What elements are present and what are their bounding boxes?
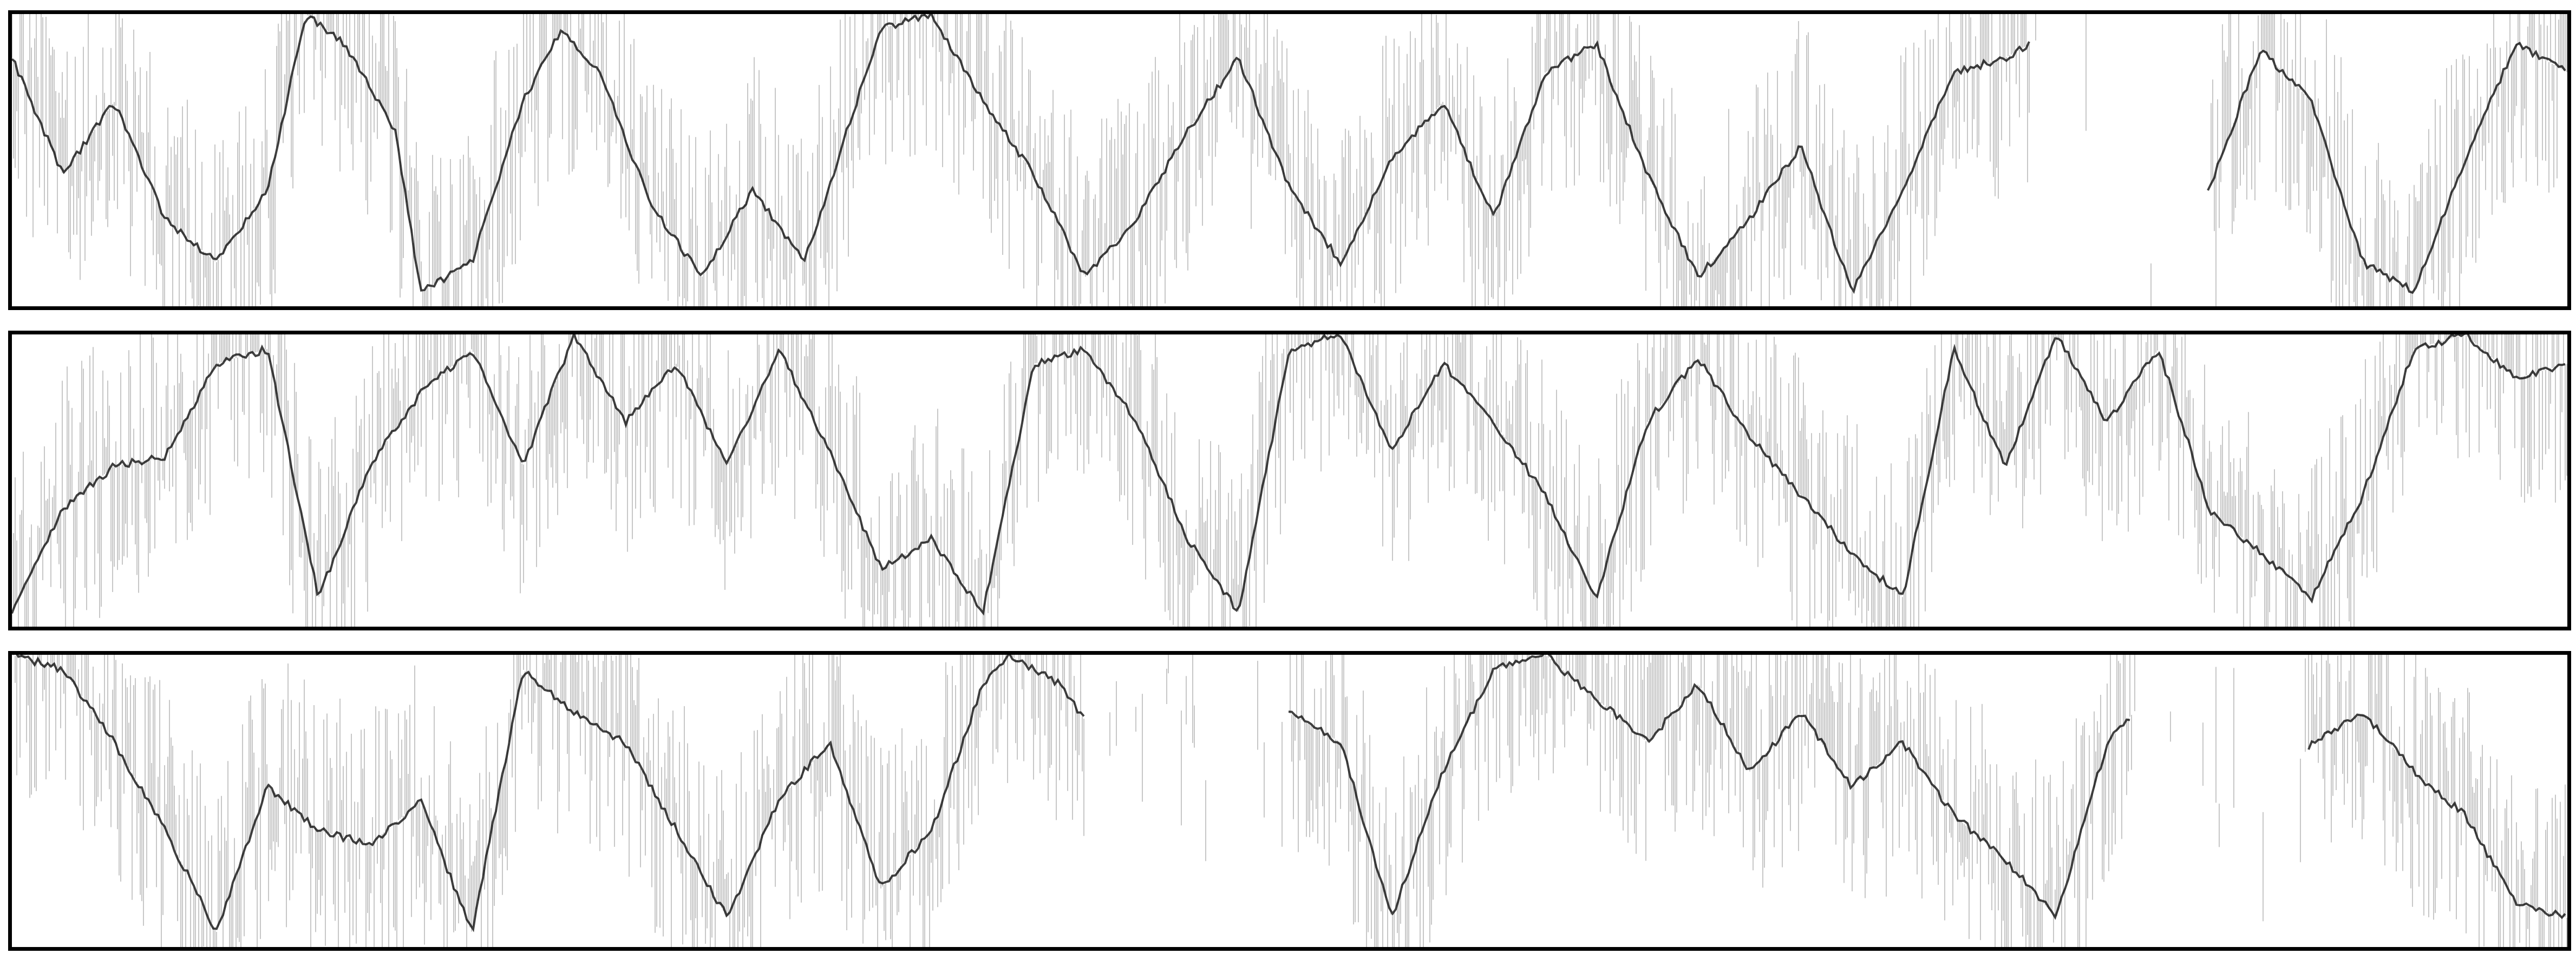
trace-texture: [13, 655, 2567, 947]
trace-ridge-line: [12, 14, 2566, 294]
panel-middle-plot: [12, 334, 2567, 627]
panel-top-plot: [12, 14, 2567, 306]
trace-texture: [12, 334, 2567, 627]
trace-texture: [12, 14, 2567, 306]
panel-bottom-plot: [12, 655, 2567, 947]
trace-ridge-line: [12, 334, 2566, 616]
trace-ridge-line: [16, 655, 2566, 932]
